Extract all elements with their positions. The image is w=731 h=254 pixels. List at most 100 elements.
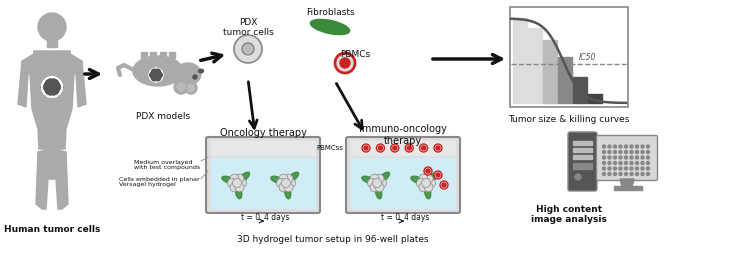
Circle shape xyxy=(635,146,638,148)
Circle shape xyxy=(50,79,58,87)
Circle shape xyxy=(602,162,605,165)
Circle shape xyxy=(53,84,61,92)
Ellipse shape xyxy=(425,185,431,199)
Text: PDX models: PDX models xyxy=(136,112,190,121)
Circle shape xyxy=(419,174,428,183)
Text: Oncology therapy: Oncology therapy xyxy=(219,128,306,137)
Circle shape xyxy=(370,174,379,183)
Circle shape xyxy=(377,179,387,188)
Bar xyxy=(558,58,572,104)
FancyBboxPatch shape xyxy=(568,133,597,191)
Circle shape xyxy=(641,156,644,159)
Circle shape xyxy=(434,145,442,152)
Bar xyxy=(351,158,455,208)
Circle shape xyxy=(434,171,442,179)
Circle shape xyxy=(646,167,650,170)
Circle shape xyxy=(379,146,382,150)
Circle shape xyxy=(424,183,433,192)
Circle shape xyxy=(646,162,650,165)
Text: PBMCss: PBMCss xyxy=(316,145,343,150)
Bar xyxy=(573,141,592,146)
Circle shape xyxy=(608,162,611,165)
Circle shape xyxy=(602,151,605,154)
Circle shape xyxy=(50,88,58,96)
Circle shape xyxy=(630,167,633,170)
Bar xyxy=(573,148,592,152)
Polygon shape xyxy=(169,53,175,59)
Circle shape xyxy=(630,156,633,159)
Circle shape xyxy=(370,183,379,192)
Circle shape xyxy=(149,69,163,83)
Circle shape xyxy=(235,183,244,192)
Bar xyxy=(573,155,592,159)
Circle shape xyxy=(177,84,185,92)
Circle shape xyxy=(373,179,382,188)
Circle shape xyxy=(422,179,431,188)
Bar xyxy=(543,41,557,104)
Bar xyxy=(513,19,527,104)
Circle shape xyxy=(284,174,293,183)
Circle shape xyxy=(641,146,644,148)
Circle shape xyxy=(368,179,376,188)
Polygon shape xyxy=(70,55,86,108)
Text: Immuno-oncology
therapy: Immuno-oncology therapy xyxy=(359,123,447,145)
Circle shape xyxy=(624,167,627,170)
Circle shape xyxy=(442,183,446,187)
Circle shape xyxy=(232,179,241,188)
Bar xyxy=(573,163,592,169)
Circle shape xyxy=(619,146,622,148)
Text: PBMCs: PBMCs xyxy=(340,50,370,59)
Polygon shape xyxy=(51,149,68,209)
Circle shape xyxy=(619,156,622,159)
Text: 3D hydrogel tumor setup in 96-well plates: 3D hydrogel tumor setup in 96-well plate… xyxy=(237,234,429,243)
Circle shape xyxy=(436,146,440,150)
Circle shape xyxy=(364,146,368,150)
Text: 4 days: 4 days xyxy=(404,213,430,222)
Text: t = 0: t = 0 xyxy=(241,213,260,222)
Circle shape xyxy=(417,179,425,188)
Circle shape xyxy=(608,173,611,176)
Circle shape xyxy=(393,146,397,150)
Circle shape xyxy=(608,151,611,154)
Bar xyxy=(510,8,628,108)
Circle shape xyxy=(635,156,638,159)
Circle shape xyxy=(575,174,581,180)
Bar xyxy=(588,94,602,104)
Bar xyxy=(211,158,315,208)
Circle shape xyxy=(154,73,159,78)
Polygon shape xyxy=(36,149,53,209)
Text: t = 0: t = 0 xyxy=(382,213,401,222)
Circle shape xyxy=(281,179,290,188)
Circle shape xyxy=(362,145,370,152)
Circle shape xyxy=(335,54,355,74)
Circle shape xyxy=(340,59,350,69)
Circle shape xyxy=(227,179,237,188)
Polygon shape xyxy=(141,53,147,59)
Circle shape xyxy=(641,173,644,176)
Circle shape xyxy=(419,183,428,192)
Ellipse shape xyxy=(133,57,183,87)
Ellipse shape xyxy=(235,185,242,199)
Circle shape xyxy=(630,162,633,165)
Circle shape xyxy=(641,162,644,165)
Circle shape xyxy=(420,145,428,152)
Circle shape xyxy=(426,169,430,173)
Ellipse shape xyxy=(362,177,375,184)
Circle shape xyxy=(155,76,161,82)
Bar xyxy=(573,78,587,104)
Circle shape xyxy=(608,146,611,148)
Circle shape xyxy=(48,84,56,92)
Circle shape xyxy=(602,146,605,148)
Circle shape xyxy=(43,84,51,92)
Circle shape xyxy=(613,146,616,148)
Circle shape xyxy=(391,145,399,152)
Circle shape xyxy=(440,181,448,189)
Circle shape xyxy=(284,183,293,192)
Text: Tumor size & killing curves: Tumor size & killing curves xyxy=(508,115,629,123)
Ellipse shape xyxy=(287,172,298,183)
Circle shape xyxy=(151,76,157,82)
Ellipse shape xyxy=(175,64,201,86)
Circle shape xyxy=(156,73,162,78)
Bar xyxy=(528,28,542,104)
Circle shape xyxy=(619,167,622,170)
